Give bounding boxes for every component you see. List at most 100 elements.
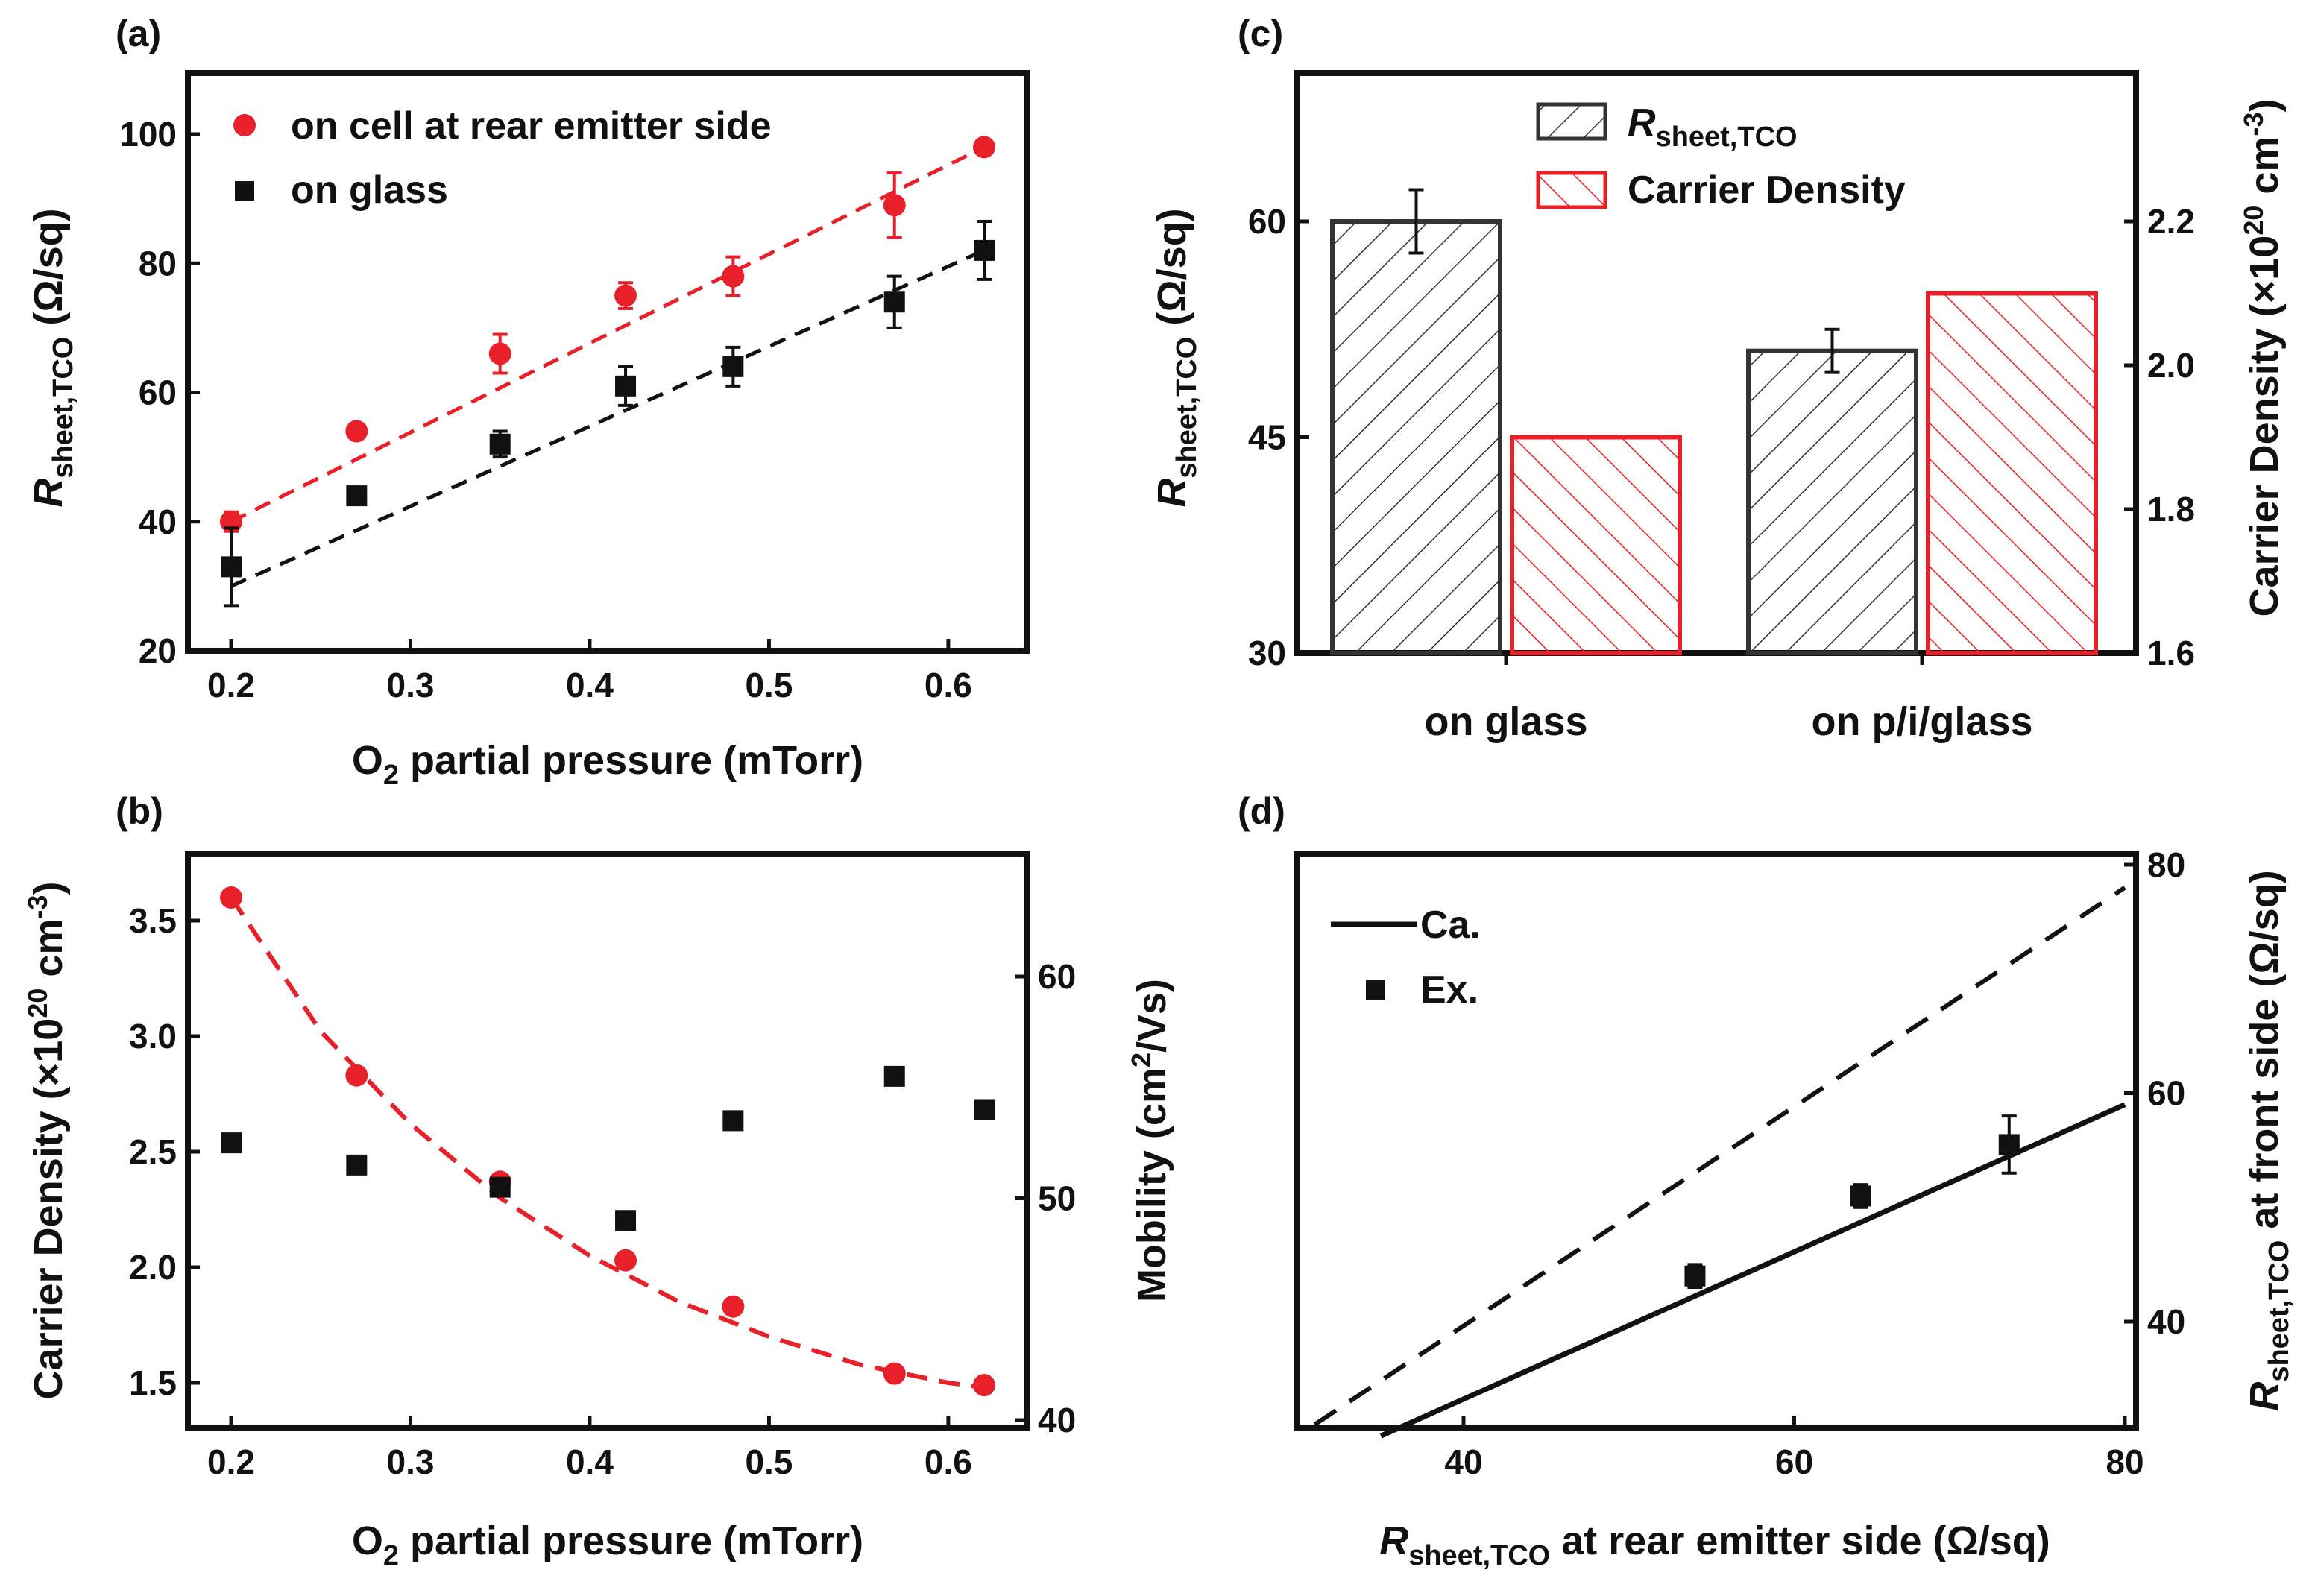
y-tick-label: 80 [139,244,177,283]
panel-d-y-label: Rsheet,TCO at front side (Ω/sq) [2242,870,2295,1410]
panel-a-frame [185,70,1030,654]
right-y-tick-label: 40 [2147,1302,2185,1341]
x-tick-label: 0.6 [925,1442,972,1481]
legend-exp-label: Ex. [1420,968,1478,1012]
panel-a-plot-area [220,136,995,608]
right-y-tick-label: 80 [2147,845,2185,884]
bar [1746,348,1918,655]
y-tick-label: 20 [139,631,177,670]
data-point [345,420,368,443]
panel-d-plot-area [1313,886,2126,1439]
x-tick-label: 0.5 [745,666,793,704]
fit-line [230,145,986,523]
panel-c: (c) 30 45 60 1.6 1.8 2.0 2.2 on glass on p/i/g… [1150,13,2287,744]
panel-d-x-ticks: 40 60 80 [1444,1416,2144,1481]
data-point [883,1065,905,1087]
x-tick-label: 0.5 [745,1442,793,1481]
bar [1330,219,1502,655]
panel-c-frame [1294,70,2139,656]
x-tick-label: 80 [2105,1442,2144,1481]
data-point [722,265,745,288]
panel-b-left-y-ticks: 1.5 2.0 2.5 3.0 3.5 [129,901,200,1402]
data-point [973,1374,995,1397]
legend-rsheet-label: Rsheet,TCO [1628,101,1798,153]
panel-d: (d) 40 60 80 40 60 80 Ca. Ex. Rsheet,TCO at … [1238,790,2295,1571]
panel-c-left-y-label: Rsheet,TCO (Ω/sq) [1150,208,1203,507]
x-tick-label: 40 [1444,1442,1482,1481]
right-y-tick-label: 1.8 [2147,490,2195,529]
legend-carrier-swatch [1536,171,1607,209]
data-point [974,1099,995,1120]
legend-cell-label: on cell at rear emitter side [291,104,772,148]
data-point [614,1249,637,1272]
panel-a-label: (a) [116,13,161,54]
fit-line [230,248,986,588]
right-y-tick-label: 2.0 [2147,346,2195,385]
data-point [883,1362,906,1385]
panel-d-x-label: Rsheet,TCO at rear emitter side (Ω/sq) [1379,1518,2050,1571]
fit-curve [229,896,985,1390]
panel-c-right-y-label: Carrier Density (×1020 cm-3) [2238,99,2287,617]
right-y-tick-label: 1.6 [2147,634,2195,672]
right-y-tick-label: 60 [1038,957,1076,996]
panel-b-right-y-ticks: 40 50 60 [1015,957,1076,1439]
legend-rsheet-swatch [1536,102,1607,141]
calculated-line [1379,1102,2126,1439]
data-point [220,886,242,909]
panel-d-right-y-ticks: 40 60 80 [2124,845,2185,1341]
panel-b-label: (b) [116,790,163,832]
panel-a-y-ticks: 20 40 60 80 100 [119,115,200,670]
data-point [489,1176,511,1198]
bar [1510,435,1682,655]
data-point [1684,1265,1706,1287]
panel-a-x-ticks: 0.2 0.3 0.4 0.5 0.6 [207,639,972,704]
data-point [1998,1134,2020,1155]
data-point [221,1132,242,1154]
legend-glass-label: on glass [291,168,448,212]
category-label: on p/i/glass [1811,699,2032,744]
panel-c-left-y-ticks: 30 45 60 [1248,202,1309,672]
x-tick-label: 0.4 [566,1442,614,1481]
panel-b-left-y-label: Carrier Density (×1020 cm-3) [22,882,71,1400]
panel-b-frame [185,851,1030,1431]
x-tick-label: 0.6 [925,666,972,704]
left-y-tick-label: 2.5 [129,1132,177,1171]
x-tick-label: 60 [1775,1442,1813,1481]
x-tick-label: 0.2 [207,666,255,704]
panel-c-bars [1330,188,2098,655]
left-y-tick-label: 3.5 [129,901,177,940]
y-tick-label: 100 [119,115,177,154]
legend-carrier-label: Carrier Density [1628,168,1906,212]
data-point [883,291,905,313]
x-tick-label: 0.2 [207,1442,255,1481]
y-tick-label: 40 [139,502,177,541]
x-tick-label: 0.4 [566,666,614,704]
data-point [722,1110,744,1132]
left-y-tick-label: 1.5 [129,1363,177,1402]
left-y-tick-label: 3.0 [129,1017,177,1056]
panel-d-label: (d) [1238,790,1285,832]
data-point [722,356,744,377]
right-y-tick-label: 40 [1038,1401,1076,1439]
legend-exp-marker [1366,980,1385,1000]
left-y-tick-label: 30 [1248,634,1286,672]
legend-calc-label: Ca. [1420,903,1481,947]
panel-a: (a) 0.2 0.3 0.4 0.5 0.6 20 40 60 80 100 on cell … [26,13,1030,791]
panel-b: (b) 0.2 0.3 0.4 0.5 0.6 1.5 2.0 2.5 3.0 3.5 40 50… [22,790,1174,1571]
panel-b-right-y-label: Mobility (cm2/Vs) [1126,979,1174,1302]
data-point [346,485,368,507]
right-y-tick-label: 60 [2147,1074,2185,1113]
panel-a-y-label: Rsheet,TCO (Ω/sq) [26,208,79,507]
panel-c-right-y-ticks: 1.6 1.8 2.0 2.2 [2124,202,2195,672]
bar [1926,291,2098,655]
data-point [883,194,906,217]
reference-dashed-line [1313,886,2126,1427]
right-y-tick-label: 2.2 [2147,202,2195,241]
data-point [489,433,511,455]
panel-b-plot-area [220,886,995,1397]
data-point [615,1210,637,1231]
category-label: on glass [1424,699,1587,744]
legend-cell-marker [233,114,256,136]
panel-d-frame [1294,851,2139,1431]
x-tick-label: 0.3 [386,1442,434,1481]
